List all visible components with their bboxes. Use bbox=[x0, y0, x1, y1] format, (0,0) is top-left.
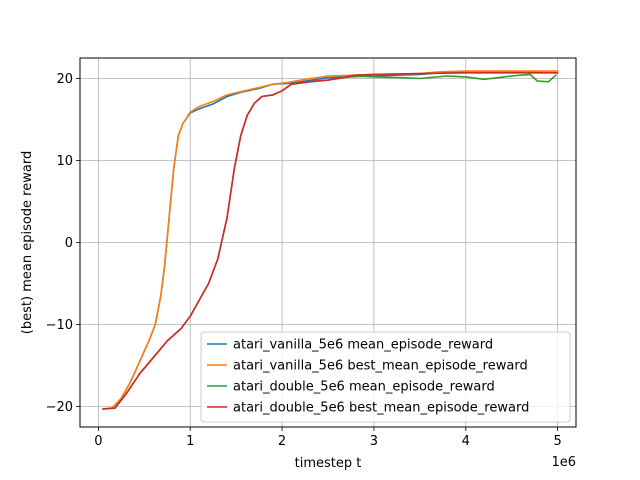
x-axis-label: timestep t bbox=[295, 456, 362, 471]
x-tick-label: 1 bbox=[186, 434, 194, 449]
legend-entry-label: atari_vanilla_5e6 mean_episode_reward bbox=[233, 338, 493, 353]
legend-entry-label: atari_vanilla_5e6 best_mean_episode_rewa… bbox=[233, 359, 528, 374]
series-line-4 bbox=[102, 72, 559, 410]
y-tick-label: 0 bbox=[65, 236, 73, 251]
legend: atari_vanilla_5e6 mean_episode_rewardata… bbox=[200, 331, 571, 423]
series-lines bbox=[102, 70, 559, 410]
legend-entry-label: atari_double_5e6 best_mean_episode_rewar… bbox=[233, 401, 529, 416]
legend-box bbox=[200, 331, 571, 423]
y-tick-label: 10 bbox=[56, 154, 73, 169]
x-tick-label: 3 bbox=[370, 434, 378, 449]
x-tick-label: 2 bbox=[278, 434, 286, 449]
y-tick-label: 20 bbox=[56, 72, 73, 87]
x-axis-offset-label: 1e6 bbox=[551, 455, 576, 470]
x-tick-label: 0 bbox=[94, 434, 102, 449]
x-tick-label: 5 bbox=[553, 434, 561, 449]
grid-lines bbox=[80, 58, 576, 427]
y-axis-label: (best) mean episode reward bbox=[20, 151, 35, 334]
legend-entry-label: atari_double_5e6 mean_episode_reward bbox=[233, 380, 495, 395]
y-tick-label: −10 bbox=[46, 318, 73, 333]
x-tick-label: 4 bbox=[462, 434, 470, 449]
axis-ticks: 0 1 2 3 4 5 −20 −10 0 10 20 bbox=[46, 72, 562, 449]
y-tick-label: −20 bbox=[46, 400, 73, 415]
